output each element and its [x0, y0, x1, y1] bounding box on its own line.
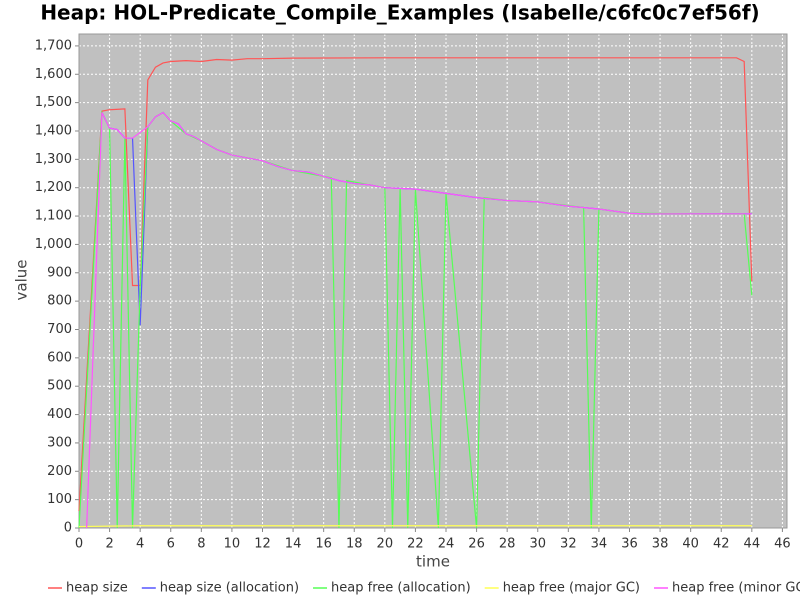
chart-title: Heap: HOL-Predicate_Compile_Examples (Is…	[40, 1, 759, 25]
legend: heap size heap size (allocation) heap free…	[48, 581, 800, 596]
x-tick-label: 40	[682, 537, 699, 552]
legend-label: heap free (minor GC)	[672, 581, 800, 596]
x-tick-label: 36	[621, 537, 638, 552]
x-tick-label: 32	[560, 537, 577, 552]
series-line	[78, 57, 753, 512]
x-tick-label: 8	[197, 537, 205, 552]
x-tick-label: 10	[224, 537, 241, 552]
x-tick-label: 38	[652, 537, 669, 552]
x-tick-label: 26	[468, 537, 485, 552]
y-tick-label: 1,200	[35, 180, 72, 195]
y-tick-label: 400	[47, 407, 72, 422]
legend-label: heap size	[66, 581, 128, 596]
y-tick-label: 300	[47, 435, 72, 450]
y-tick-label: 200	[47, 464, 72, 479]
x-tick-label: 24	[438, 537, 455, 552]
x-tick-label: 42	[713, 537, 730, 552]
y-tick-label: 1,500	[35, 95, 72, 110]
y-tick-label: 1,100	[35, 209, 72, 224]
y-tick-label: 0	[64, 521, 72, 536]
x-tick-label: 14	[285, 537, 302, 552]
x-axis-label: time	[416, 553, 450, 571]
x-tick-label: 18	[346, 537, 363, 552]
y-tick-label: 1,600	[35, 67, 72, 82]
y-tick-label: 500	[47, 379, 72, 394]
y-tick-label: 100	[47, 492, 72, 507]
y-tick-label: 1,000	[35, 237, 72, 252]
y-tick-label: 1,400	[35, 123, 72, 138]
x-tick-label: 2	[105, 537, 113, 552]
x-tick-label: 20	[377, 537, 394, 552]
y-axis-label: value	[13, 260, 31, 301]
x-tick-label: 0	[75, 537, 83, 552]
x-tick-label: 22	[407, 537, 424, 552]
x-tick-label: 6	[167, 537, 175, 552]
plot-border	[78, 33, 788, 529]
x-tick-label: 16	[315, 537, 332, 552]
series-line	[86, 111, 752, 529]
x-tick-label: 28	[499, 537, 516, 552]
x-tick-label: 4	[136, 537, 144, 552]
x-tick-label: 30	[529, 537, 546, 552]
x-tick-label: 34	[591, 537, 608, 552]
y-tick-label: 800	[47, 294, 72, 309]
y-tick-label: 700	[47, 322, 72, 337]
legend-label: heap size (allocation)	[160, 581, 299, 596]
y-tick-label: 600	[47, 350, 72, 365]
y-tick-label: 1,700	[35, 38, 72, 53]
legend-label: heap free (allocation)	[331, 581, 471, 596]
series-line	[78, 525, 752, 528]
x-tick-label: 12	[254, 537, 271, 552]
y-tick-label: 1,300	[35, 152, 72, 167]
x-tick-label: 46	[774, 537, 791, 552]
y-tick-label: 900	[47, 265, 72, 280]
x-tick-label: 44	[744, 537, 761, 552]
legend-label: heap free (major GC)	[503, 581, 640, 596]
